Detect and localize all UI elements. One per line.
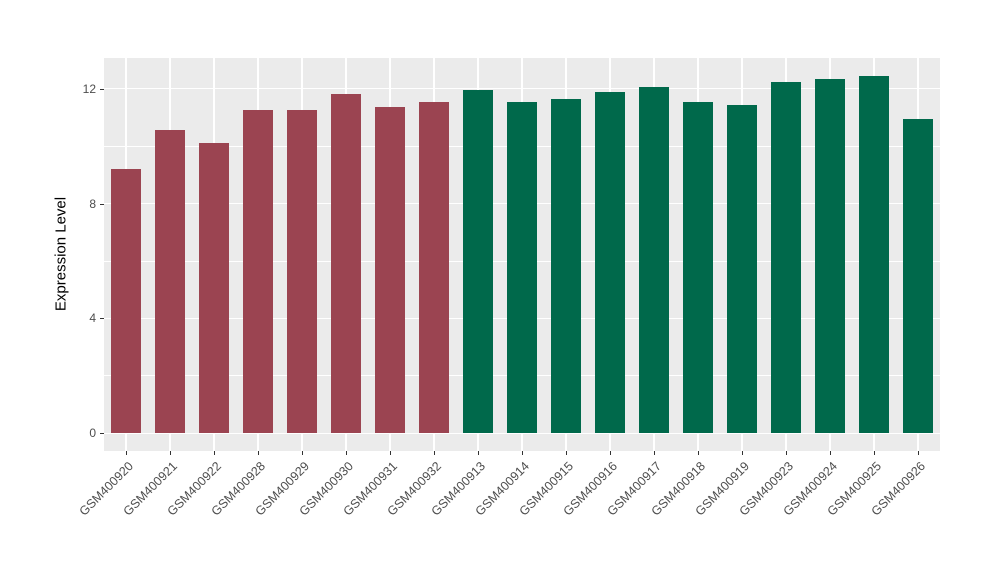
x-tick-mark bbox=[434, 451, 435, 455]
x-tick-mark bbox=[302, 451, 303, 455]
y-tick-mark bbox=[100, 318, 104, 320]
x-tick-mark bbox=[214, 451, 215, 455]
y-axis-title: Expression Level bbox=[52, 196, 70, 312]
x-tick-mark bbox=[830, 451, 831, 455]
bar-GSM400928 bbox=[242, 110, 274, 434]
bar-GSM400915 bbox=[550, 98, 582, 434]
bar-GSM400921 bbox=[154, 130, 186, 434]
bar-GSM400920 bbox=[110, 169, 142, 434]
x-tick-mark bbox=[786, 451, 787, 455]
x-tick-mark bbox=[566, 451, 567, 455]
x-tick-mark bbox=[478, 451, 479, 455]
bar-GSM400922 bbox=[198, 143, 230, 434]
bar-GSM400916 bbox=[594, 91, 626, 434]
y-tick-mark bbox=[100, 433, 104, 435]
x-tick-mark bbox=[610, 451, 611, 455]
bar-GSM400924 bbox=[814, 78, 846, 434]
bar-GSM400917 bbox=[638, 87, 670, 434]
gridline-major bbox=[104, 88, 940, 90]
x-tick-mark bbox=[522, 451, 523, 455]
plot-panel bbox=[104, 58, 940, 451]
x-tick-mark bbox=[874, 451, 875, 455]
y-tick-label: 0 bbox=[89, 426, 96, 441]
bar-GSM400919 bbox=[726, 104, 758, 434]
x-tick-mark bbox=[390, 451, 391, 455]
y-tick-label: 12 bbox=[82, 81, 96, 96]
x-tick-mark bbox=[742, 451, 743, 455]
x-tick-mark bbox=[258, 451, 259, 455]
x-tick-mark bbox=[698, 451, 699, 455]
bar-GSM400926 bbox=[902, 118, 934, 434]
y-tick-mark bbox=[100, 203, 104, 205]
bar-GSM400918 bbox=[682, 101, 714, 434]
x-tick-mark bbox=[126, 451, 127, 455]
bar-GSM400930 bbox=[330, 94, 362, 434]
gridline-major bbox=[104, 432, 940, 434]
x-tick-mark bbox=[170, 451, 171, 455]
y-tick-label: 8 bbox=[89, 196, 96, 211]
bar-GSM400913 bbox=[462, 90, 494, 434]
x-tick-mark bbox=[346, 451, 347, 455]
bar-GSM400925 bbox=[858, 75, 890, 434]
bar-GSM400923 bbox=[770, 81, 802, 434]
x-tick-mark bbox=[918, 451, 919, 455]
y-tick-mark bbox=[100, 88, 104, 90]
bar-GSM400932 bbox=[418, 101, 450, 434]
bar-GSM400914 bbox=[506, 101, 538, 434]
bar-GSM400929 bbox=[286, 110, 318, 434]
bar-GSM400931 bbox=[374, 107, 406, 434]
x-tick-mark bbox=[654, 451, 655, 455]
y-tick-label: 4 bbox=[89, 311, 96, 326]
